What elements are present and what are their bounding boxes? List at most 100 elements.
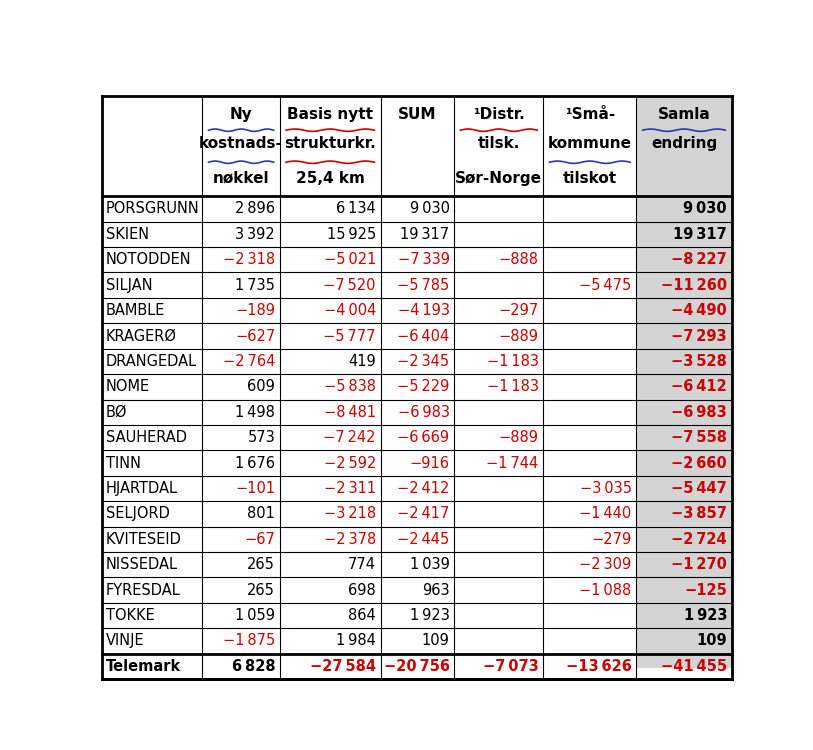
Bar bbox=[380, 196, 454, 222]
Bar bbox=[543, 374, 637, 400]
Text: −3 218: −3 218 bbox=[324, 506, 376, 521]
Text: −2 345: −2 345 bbox=[398, 354, 450, 369]
Text: 864: 864 bbox=[348, 608, 376, 623]
Text: −6 412: −6 412 bbox=[672, 380, 727, 394]
Bar bbox=[202, 374, 280, 400]
Text: −5 229: −5 229 bbox=[398, 380, 450, 394]
Bar bbox=[280, 476, 380, 501]
Text: −7 073: −7 073 bbox=[483, 658, 539, 674]
Bar bbox=[102, 374, 202, 400]
Bar bbox=[380, 628, 454, 654]
Text: −6 669: −6 669 bbox=[398, 430, 450, 445]
Bar bbox=[102, 298, 202, 323]
Bar bbox=[543, 552, 637, 578]
Bar bbox=[637, 526, 732, 552]
Bar bbox=[380, 578, 454, 603]
Text: 1 059: 1 059 bbox=[235, 608, 276, 623]
Bar bbox=[202, 400, 280, 425]
Bar bbox=[280, 450, 380, 476]
Bar bbox=[637, 450, 732, 476]
Text: −888: −888 bbox=[498, 252, 539, 267]
Bar bbox=[637, 222, 732, 247]
Bar bbox=[637, 501, 732, 526]
Text: −1 088: −1 088 bbox=[580, 583, 632, 598]
Text: −2 412: −2 412 bbox=[398, 481, 450, 496]
Text: 265: 265 bbox=[247, 557, 276, 572]
Bar bbox=[102, 222, 202, 247]
Bar bbox=[454, 654, 543, 679]
Text: strukturkr.: strukturkr. bbox=[285, 136, 376, 151]
Bar bbox=[637, 96, 732, 196]
Text: −5 838: −5 838 bbox=[324, 380, 376, 394]
Bar bbox=[543, 501, 637, 526]
Text: −2 378: −2 378 bbox=[324, 532, 376, 547]
Bar bbox=[102, 526, 202, 552]
Bar bbox=[380, 323, 454, 349]
Text: −2 592: −2 592 bbox=[324, 455, 376, 470]
Bar bbox=[280, 196, 380, 222]
Text: KRAGERØ: KRAGERØ bbox=[106, 328, 176, 344]
Bar bbox=[380, 272, 454, 298]
Text: 801: 801 bbox=[247, 506, 276, 521]
Bar bbox=[380, 501, 454, 526]
Bar bbox=[543, 196, 637, 222]
Bar bbox=[454, 476, 543, 501]
Text: 109: 109 bbox=[697, 634, 727, 649]
Bar bbox=[202, 501, 280, 526]
Bar bbox=[637, 552, 732, 578]
Bar bbox=[202, 298, 280, 323]
Text: SUM: SUM bbox=[398, 106, 437, 122]
Bar bbox=[102, 323, 202, 349]
Text: −1 183: −1 183 bbox=[487, 354, 539, 369]
Text: −101: −101 bbox=[235, 481, 276, 496]
Bar bbox=[380, 526, 454, 552]
Text: −5 475: −5 475 bbox=[580, 278, 632, 292]
Text: 573: 573 bbox=[247, 430, 276, 445]
Text: −5 447: −5 447 bbox=[672, 481, 727, 496]
Text: 1 039: 1 039 bbox=[410, 557, 450, 572]
Text: SILJAN: SILJAN bbox=[106, 278, 152, 292]
Bar bbox=[543, 247, 637, 272]
Bar bbox=[380, 476, 454, 501]
Bar bbox=[454, 298, 543, 323]
Bar bbox=[280, 578, 380, 603]
Bar bbox=[202, 323, 280, 349]
Text: −2 660: −2 660 bbox=[672, 455, 727, 470]
Bar bbox=[637, 476, 732, 501]
Bar bbox=[543, 425, 637, 450]
Bar bbox=[454, 374, 543, 400]
Text: DRANGEDAL: DRANGEDAL bbox=[106, 354, 197, 369]
Text: TOKKE: TOKKE bbox=[106, 608, 154, 623]
Text: SAUHERAD: SAUHERAD bbox=[106, 430, 186, 445]
Bar bbox=[454, 196, 543, 222]
Text: kostnads-: kostnads- bbox=[199, 136, 283, 151]
Text: 6 828: 6 828 bbox=[232, 658, 276, 674]
Text: Telemark: Telemark bbox=[106, 658, 180, 674]
Text: KVITESEID: KVITESEID bbox=[106, 532, 181, 547]
Bar bbox=[637, 628, 732, 654]
Text: −7 293: −7 293 bbox=[672, 328, 727, 344]
Bar bbox=[202, 603, 280, 628]
Text: 109: 109 bbox=[422, 634, 450, 649]
Bar bbox=[280, 349, 380, 374]
Bar bbox=[102, 501, 202, 526]
Bar bbox=[202, 526, 280, 552]
Text: −916: −916 bbox=[410, 455, 450, 470]
Bar bbox=[202, 272, 280, 298]
Text: −3 528: −3 528 bbox=[672, 354, 727, 369]
Text: −189: −189 bbox=[235, 303, 276, 318]
Text: 25,4 km: 25,4 km bbox=[296, 171, 365, 186]
Text: 265: 265 bbox=[247, 583, 276, 598]
Text: −889: −889 bbox=[498, 328, 539, 344]
Text: 9 030: 9 030 bbox=[410, 202, 450, 217]
Text: BØ: BØ bbox=[106, 405, 127, 420]
Text: −2 724: −2 724 bbox=[672, 532, 727, 547]
Text: 1 923: 1 923 bbox=[684, 608, 727, 623]
Bar bbox=[280, 298, 380, 323]
Text: 698: 698 bbox=[348, 583, 376, 598]
Text: −27 584: −27 584 bbox=[310, 658, 376, 674]
Bar bbox=[543, 628, 637, 654]
Bar bbox=[454, 450, 543, 476]
Text: 6 134: 6 134 bbox=[337, 202, 376, 217]
Bar bbox=[637, 349, 732, 374]
